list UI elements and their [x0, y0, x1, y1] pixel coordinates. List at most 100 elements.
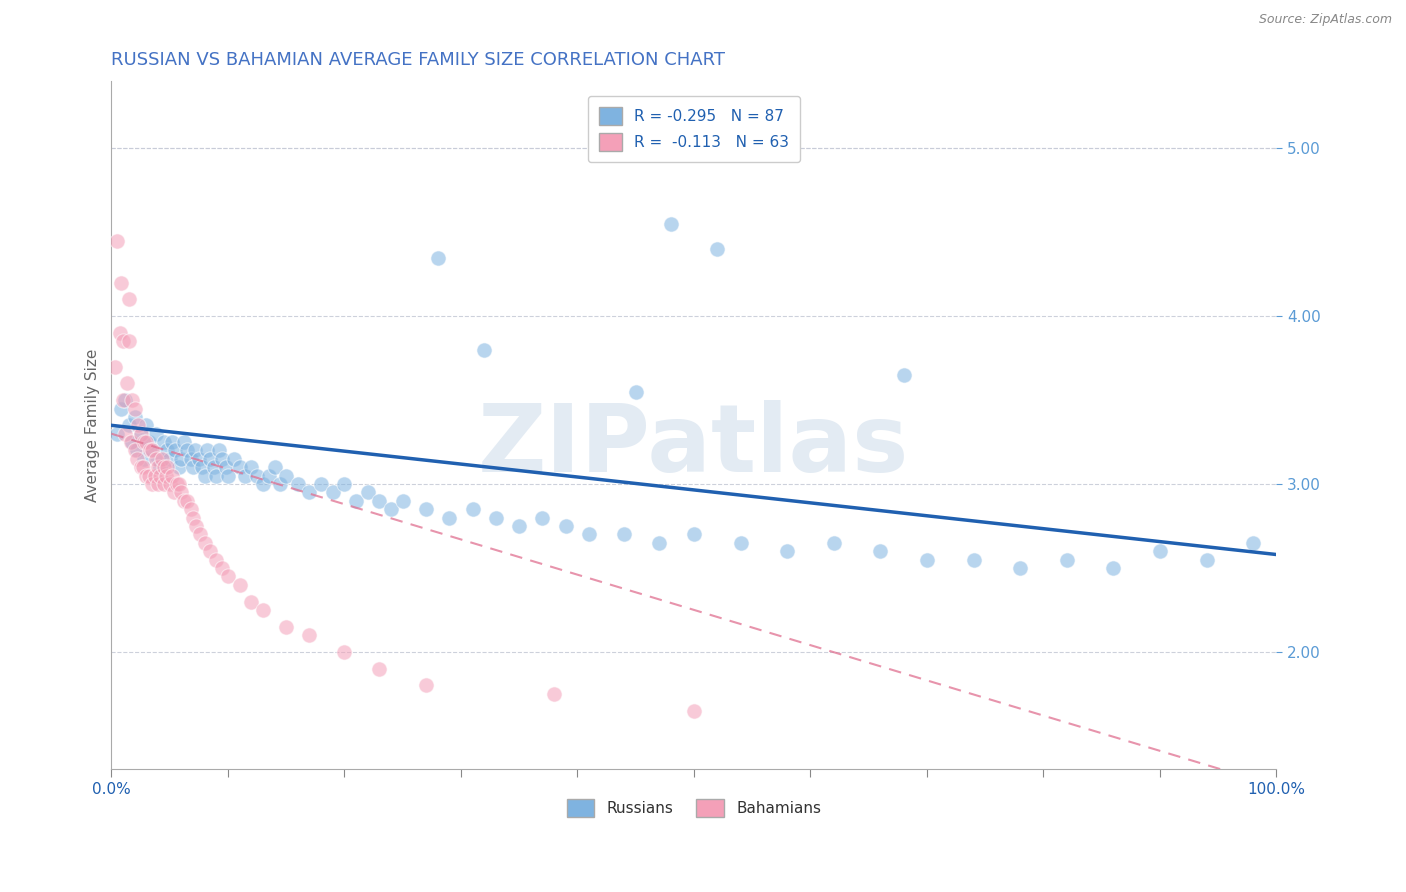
Point — [439, 510, 461, 524]
Point — [187, 451, 209, 466]
Text: ZIPatlas: ZIPatlas — [478, 400, 910, 492]
Point — [235, 468, 257, 483]
Point — [141, 443, 163, 458]
Point — [124, 443, 146, 458]
Point — [1010, 561, 1032, 575]
Point — [184, 443, 207, 458]
Point — [269, 477, 291, 491]
Point — [200, 544, 222, 558]
Point — [115, 376, 138, 391]
Point — [114, 426, 136, 441]
Point — [357, 485, 380, 500]
Point — [150, 451, 173, 466]
Legend: Russians, Bahamians: Russians, Bahamians — [561, 793, 827, 823]
Y-axis label: Average Family Size: Average Family Size — [86, 349, 100, 502]
Point — [1056, 552, 1078, 566]
Point — [217, 569, 239, 583]
Point — [276, 468, 298, 483]
Point — [508, 519, 530, 533]
Point — [170, 451, 193, 466]
Point — [776, 544, 799, 558]
Point — [368, 493, 391, 508]
Point — [191, 460, 214, 475]
Point — [114, 393, 136, 408]
Point — [252, 603, 274, 617]
Point — [240, 594, 263, 608]
Point — [531, 510, 554, 524]
Point — [217, 468, 239, 483]
Point — [391, 493, 413, 508]
Point — [104, 359, 127, 374]
Point — [159, 451, 181, 466]
Point — [205, 468, 228, 483]
Point — [257, 468, 280, 483]
Point — [153, 435, 176, 450]
Point — [146, 477, 169, 491]
Point — [368, 662, 391, 676]
Point — [145, 426, 167, 441]
Point — [165, 443, 187, 458]
Point — [141, 477, 163, 491]
Point — [124, 401, 146, 416]
Point — [153, 460, 176, 475]
Point — [110, 401, 132, 416]
Point — [298, 485, 321, 500]
Point — [222, 451, 245, 466]
Point — [207, 443, 229, 458]
Text: Source: ZipAtlas.com: Source: ZipAtlas.com — [1258, 13, 1392, 27]
Point — [683, 527, 706, 541]
Point — [287, 477, 309, 491]
Point — [188, 527, 211, 541]
Point — [160, 468, 183, 483]
Point — [823, 535, 845, 549]
Point — [211, 451, 233, 466]
Point — [186, 519, 208, 533]
Point — [159, 477, 181, 491]
Point — [613, 527, 636, 541]
Point — [120, 435, 142, 450]
Point — [461, 502, 484, 516]
Point — [176, 443, 198, 458]
Point — [112, 393, 135, 408]
Point — [132, 435, 155, 450]
Point — [135, 468, 157, 483]
Point — [869, 544, 891, 558]
Point — [124, 409, 146, 424]
Point — [181, 510, 204, 524]
Text: RUSSIAN VS BAHAMIAN AVERAGE FAMILY SIZE CORRELATION CHART: RUSSIAN VS BAHAMIAN AVERAGE FAMILY SIZE … — [111, 51, 725, 69]
Point — [194, 468, 217, 483]
Point — [344, 493, 367, 508]
Point — [118, 418, 141, 433]
Point — [1149, 544, 1171, 558]
Point — [426, 251, 449, 265]
Point — [485, 510, 508, 524]
Point — [146, 451, 169, 466]
Point — [110, 276, 132, 290]
Point — [472, 343, 495, 357]
Point — [962, 552, 984, 566]
Point — [228, 578, 250, 592]
Point — [135, 435, 157, 450]
Point — [121, 435, 143, 450]
Point — [893, 368, 915, 382]
Point — [141, 443, 163, 458]
Point — [132, 460, 155, 475]
Point — [246, 468, 269, 483]
Point — [118, 334, 141, 349]
Point — [205, 552, 228, 566]
Point — [263, 460, 285, 475]
Point — [153, 477, 176, 491]
Point — [1102, 561, 1125, 575]
Point — [129, 460, 152, 475]
Point — [194, 535, 217, 549]
Point — [173, 435, 195, 450]
Point — [211, 561, 233, 575]
Point — [200, 451, 222, 466]
Point — [135, 418, 157, 433]
Point — [129, 426, 152, 441]
Point — [624, 384, 647, 399]
Point — [176, 493, 198, 508]
Point — [309, 477, 332, 491]
Point — [129, 426, 152, 441]
Point — [333, 645, 356, 659]
